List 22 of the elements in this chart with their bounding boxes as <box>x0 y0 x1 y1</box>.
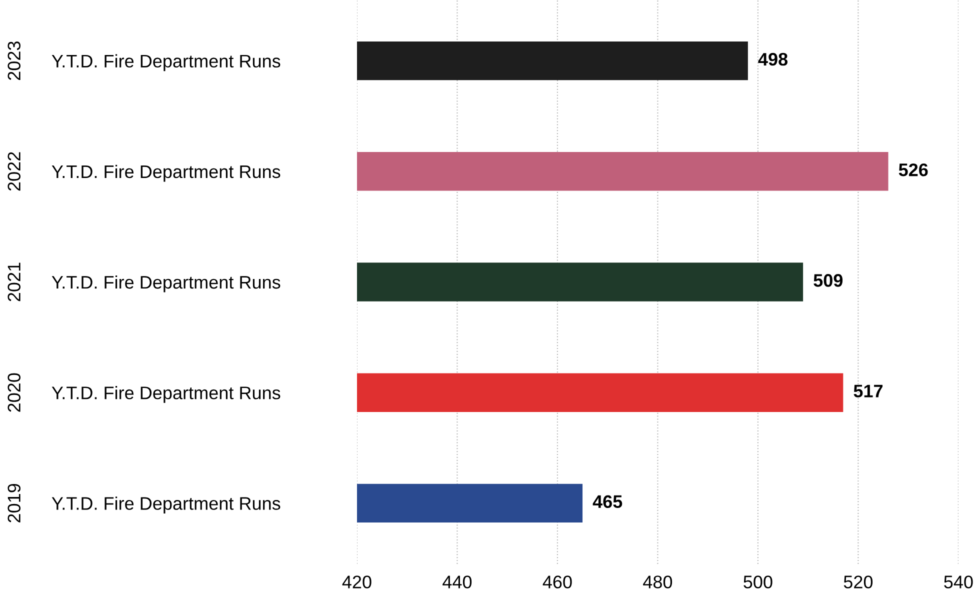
text: 2023 <box>8 42 20 80</box>
x-tick-label: 460 <box>542 576 572 588</box>
x-tick-label: 420 <box>342 576 372 588</box>
x-tick-label: 540 <box>944 576 973 588</box>
text: 2020 <box>8 373 20 412</box>
data-label: 509 <box>814 274 843 287</box>
x-tick-label: 440 <box>442 576 472 588</box>
x-tick-label: 500 <box>744 576 772 588</box>
y-tick-label: Y.T.D. Fire Department Runs <box>52 386 280 403</box>
y-tick-label: Y.T.D. Fire Department Runs <box>52 164 280 182</box>
data-label: 498 <box>758 52 788 66</box>
text: 2022 <box>8 152 20 191</box>
x-tick-label: 480 <box>643 576 672 588</box>
data-label: 526 <box>898 163 928 176</box>
y-tick-label: Y.T.D. Fire Department Runs <box>52 496 280 514</box>
data-label: 517 <box>854 384 883 398</box>
text: 2019 <box>8 484 20 522</box>
data-label: 465 <box>592 495 622 508</box>
text: 2021 <box>8 262 20 302</box>
y-tick-label: Y.T.D. Fire Department Runs <box>52 275 280 292</box>
x-tick-label: 520 <box>844 576 873 588</box>
y-tick-label: Y.T.D. Fire Department Runs <box>52 54 280 72</box>
